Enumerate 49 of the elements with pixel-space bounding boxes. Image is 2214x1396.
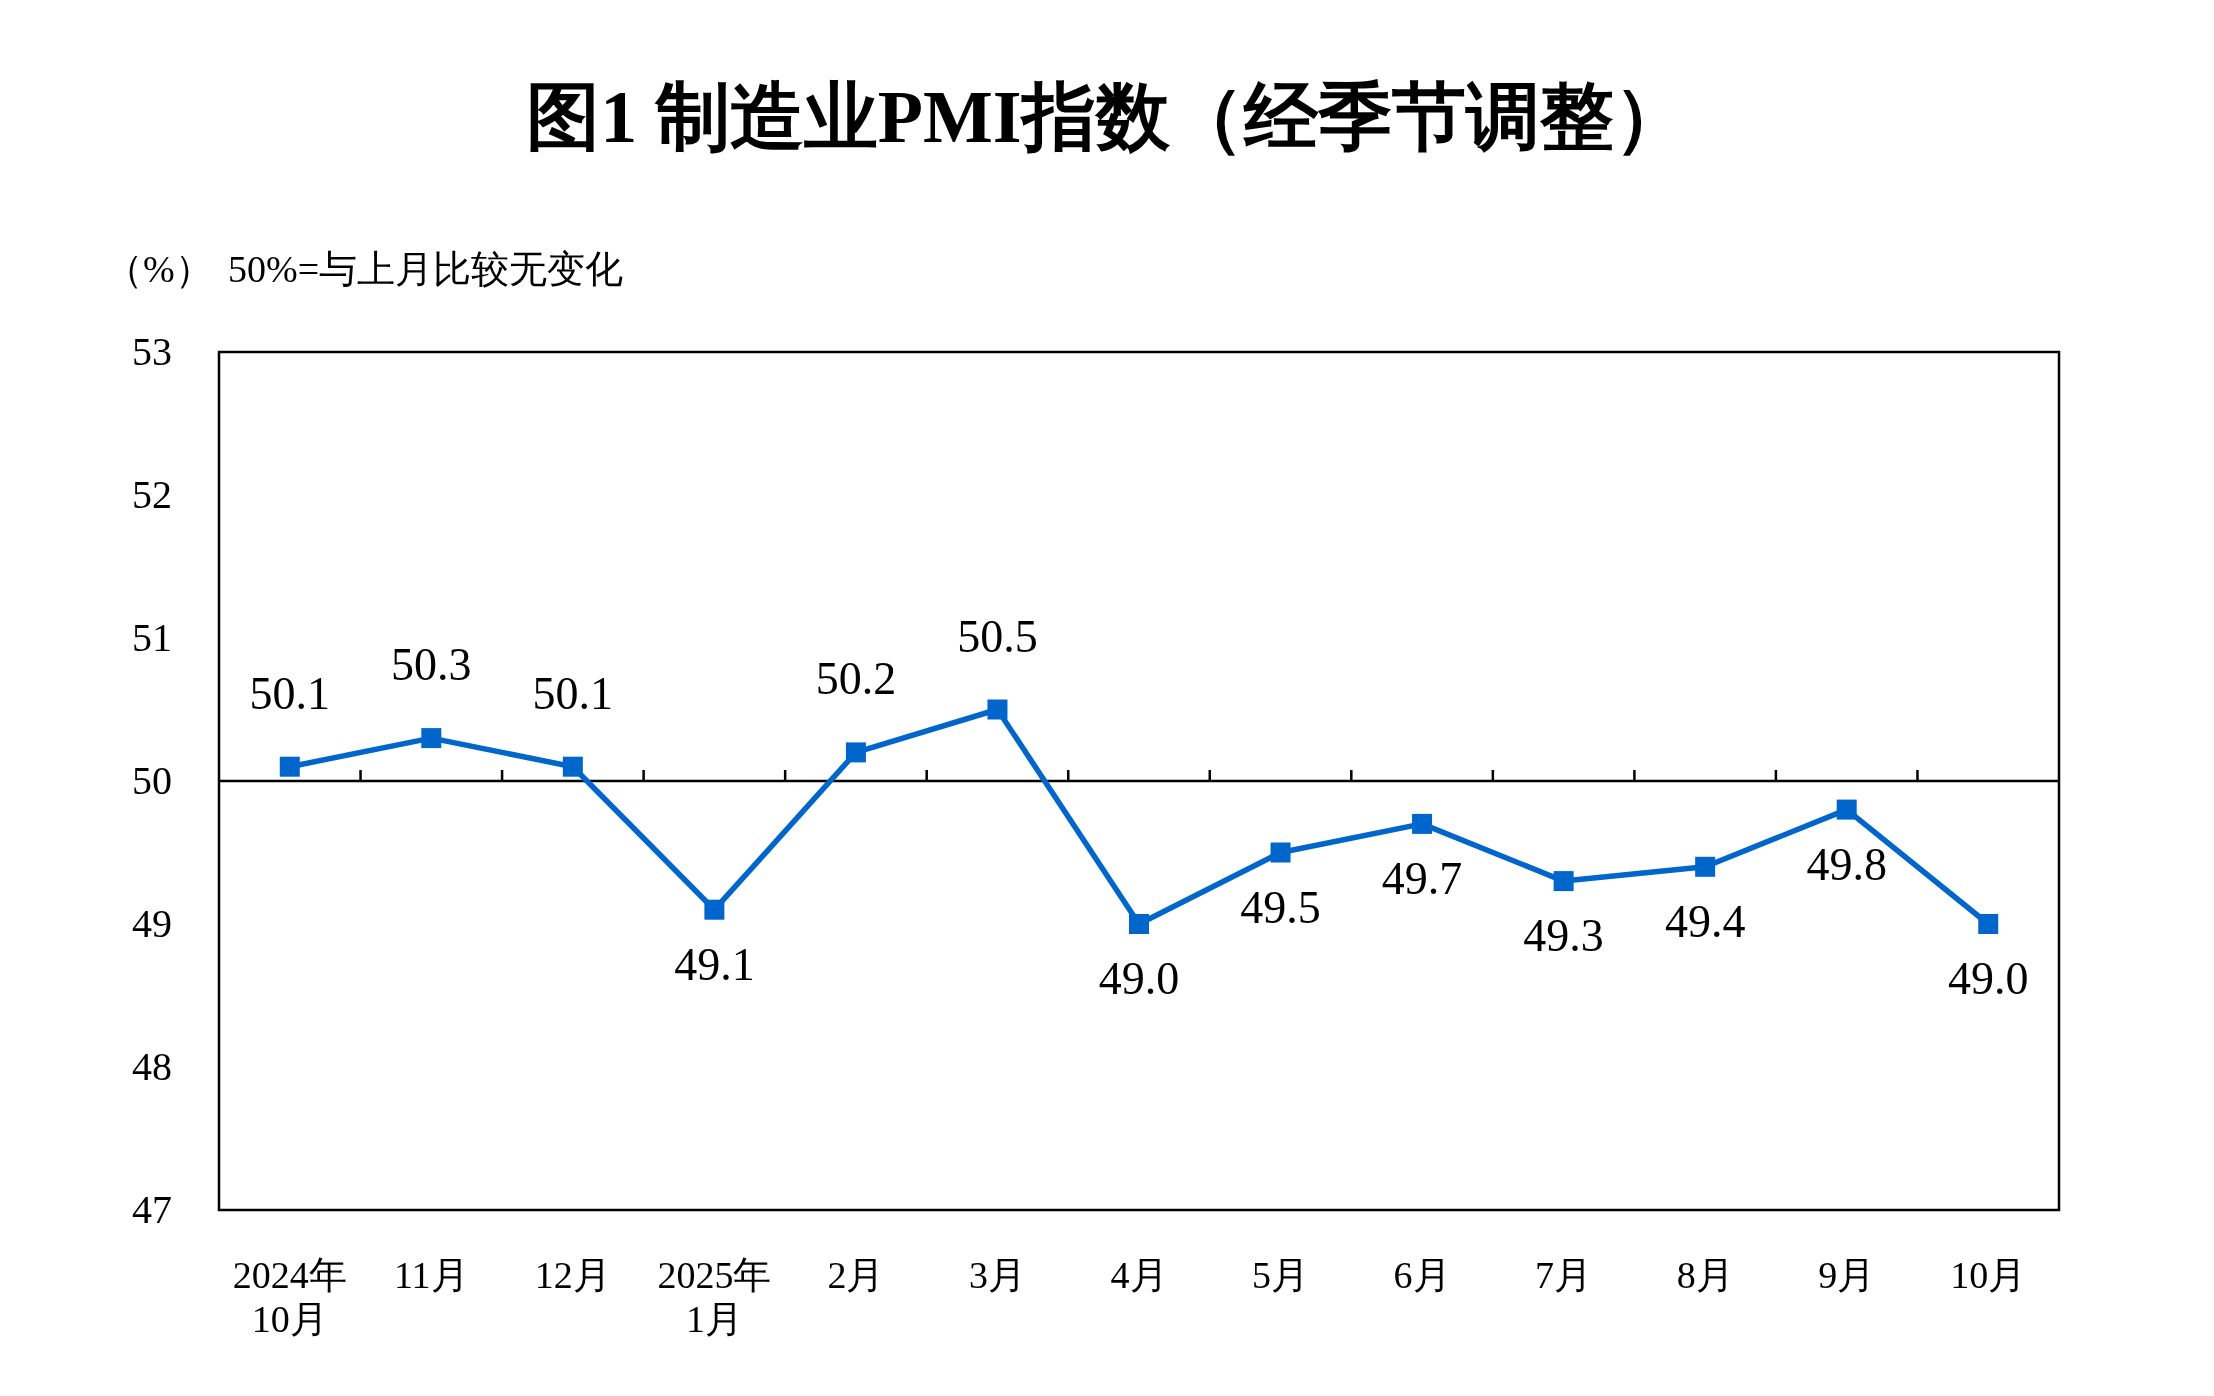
text: 50%=与上月比较无变化 — [228, 248, 624, 290]
point — [1836, 799, 1857, 820]
data-label: 49.0 — [1098, 953, 1180, 1004]
point — [1553, 871, 1574, 892]
x-tick-label: 6月 — [1393, 1254, 1451, 1296]
y-axis-title: （%） — [105, 248, 213, 290]
point — [562, 756, 583, 777]
y-tick-label: 53 — [132, 329, 172, 374]
point — [421, 728, 442, 749]
x-tick-label: 2025年 1月 — [657, 1254, 772, 1340]
y-tick-label: 48 — [132, 1044, 172, 1089]
data-label: 49.3 — [1523, 910, 1604, 962]
data-label: 49.1 — [674, 938, 755, 990]
point — [1978, 914, 1999, 934]
data-label: 49.8 — [1806, 838, 1887, 890]
x-tick-label: 11月 — [394, 1254, 469, 1296]
x-tick-label: 12月 — [534, 1254, 611, 1296]
x-tick-label: 5月 — [1252, 1254, 1310, 1296]
point — [279, 756, 300, 777]
x-tick-label: 2月 — [827, 1254, 885, 1296]
data-label: 49.5 — [1240, 881, 1321, 933]
x-tick-label: 3月 — [968, 1254, 1026, 1296]
y-tick-label: 51 — [132, 615, 172, 660]
x-tick-label: 9月 — [1818, 1254, 1876, 1296]
point — [1412, 813, 1433, 834]
y-tick-label: 52 — [132, 472, 172, 517]
data-label: 49.0 — [1947, 953, 2029, 1004]
point — [1270, 842, 1291, 863]
data-label: 50.3 — [391, 639, 472, 691]
point — [987, 699, 1008, 720]
data-label: 50.5 — [957, 610, 1038, 662]
x-tick-label: 2024年 10月 — [232, 1254, 347, 1340]
x-tick-label: 7月 — [1535, 1254, 1593, 1296]
chart-title: 图1 制造业PMI指数（经季节调整） — [526, 76, 1688, 158]
point — [845, 742, 866, 763]
x-tick-label: 8月 — [1676, 1254, 1734, 1296]
point — [1129, 914, 1149, 934]
data-label: 49.4 — [1664, 895, 1746, 947]
y-tick-label: 50 — [132, 758, 172, 803]
x-tick-label: 4月 — [1110, 1254, 1168, 1296]
point — [1695, 856, 1716, 877]
data-label: 50.1 — [532, 667, 614, 719]
point — [704, 899, 725, 920]
data-label: 50.1 — [249, 667, 331, 719]
y-tick-label: 47 — [132, 1187, 172, 1232]
data-label: 50.2 — [815, 653, 897, 705]
x-tick-label: 10月 — [1950, 1254, 2027, 1296]
y-tick-label: 49 — [132, 901, 172, 946]
data-label: 49.7 — [1381, 852, 1463, 904]
